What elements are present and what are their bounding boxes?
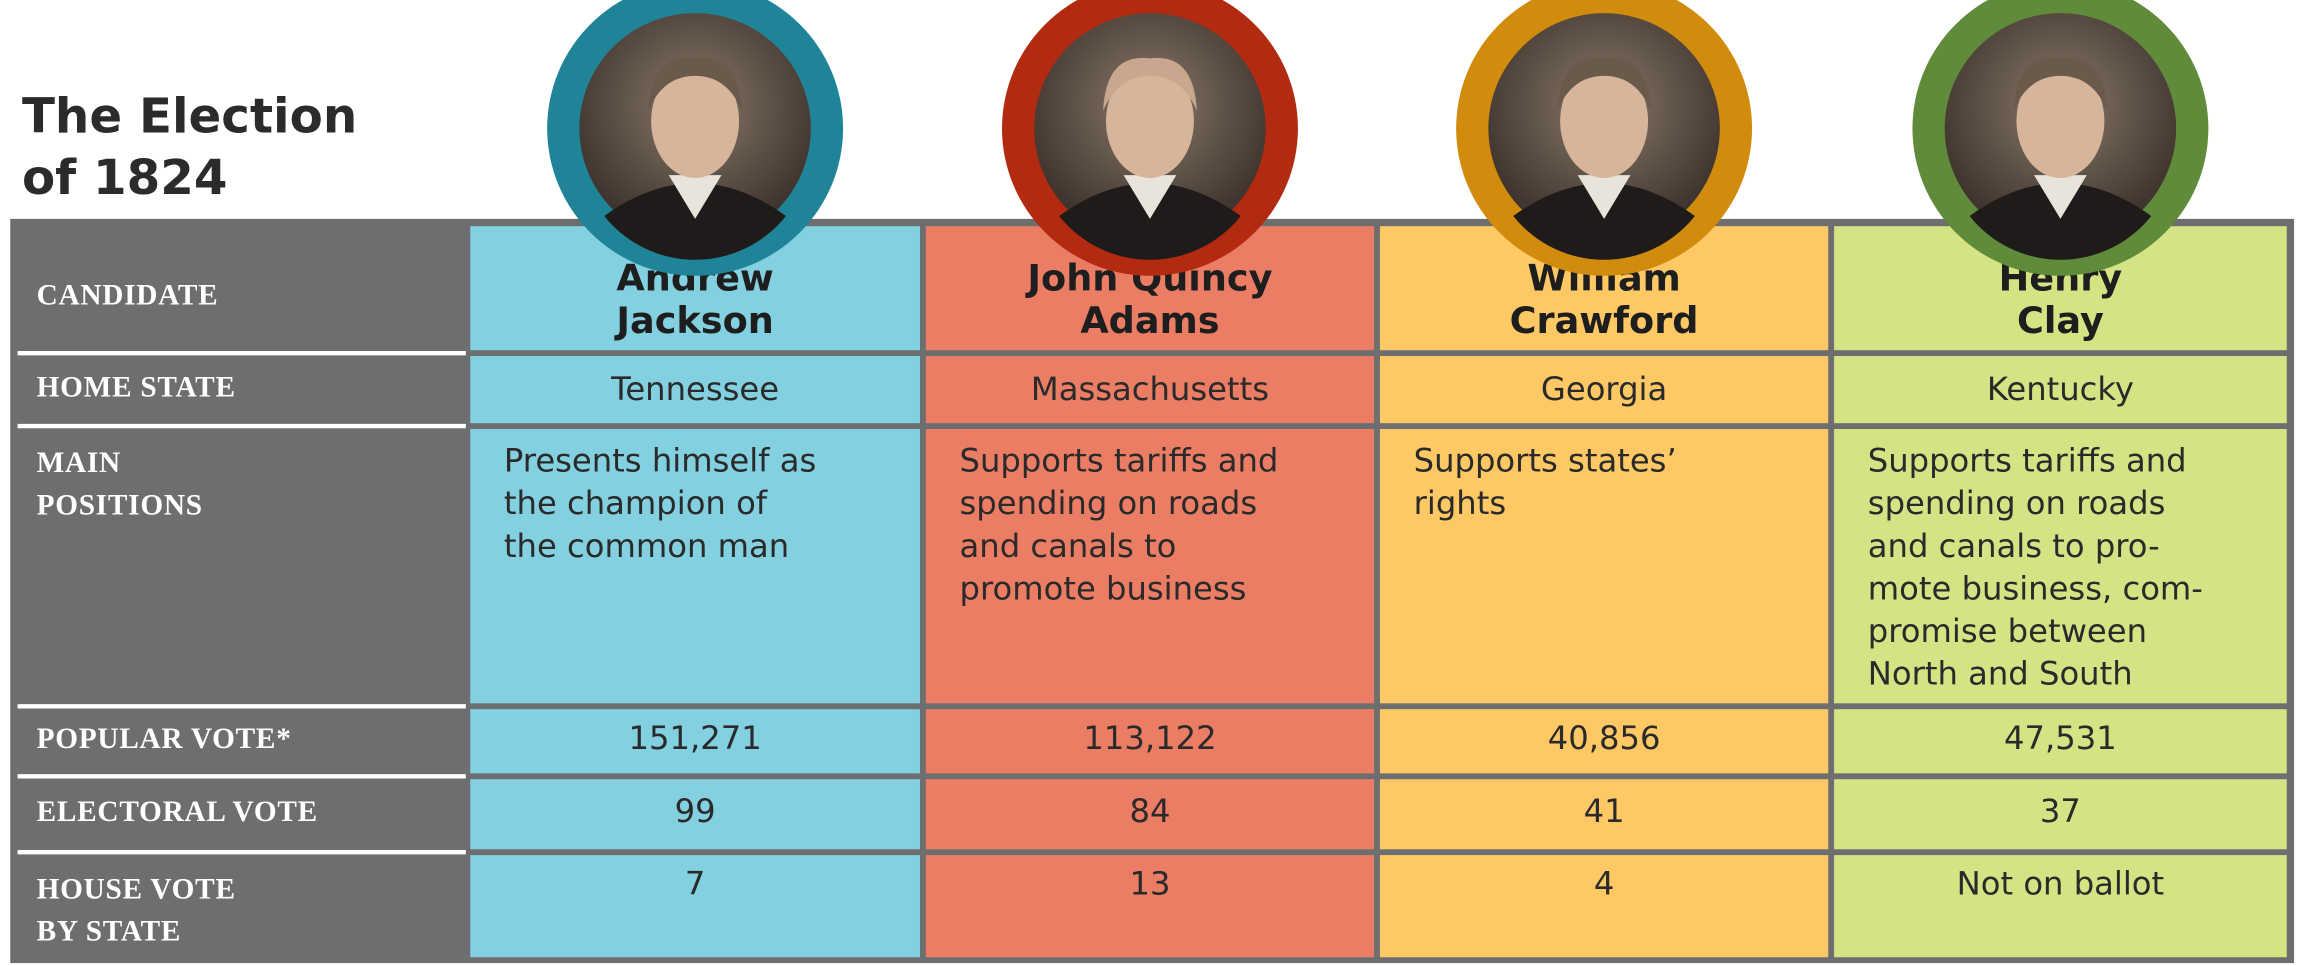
main-position: rights [1414,484,1506,522]
row-label: BY STATE [37,916,182,948]
page-title: of 1824 [22,150,228,206]
main-position: spending on roads [1868,484,2166,522]
main-position: and canals to pro- [1868,527,2160,565]
main-position: Supports tariffs and [960,442,1279,480]
candidate-name: Adams [1080,299,1219,342]
main-position: the champion of [504,484,768,522]
row-label: POPULAR VOTE* [37,723,292,755]
popular-vote: 40,856 [1548,719,1661,757]
page-title: The Election [22,89,357,145]
election-table: The Electionof 1824 CANDIDATE HOME STATE MA… [0,0,2297,966]
page: {"title": ["The Election", "of 1824"], "… [0,0,2297,966]
main-position: the common man [504,527,789,565]
candidate-name: Jackson [613,299,773,342]
popular-vote: 47,531 [2004,719,2117,757]
row-label: CANDIDATE [37,279,219,311]
main-position: North and South [1868,655,2133,693]
row-label: MAIN [37,447,121,479]
electoral-vote: 84 [1129,792,1170,830]
popular-vote: 113,122 [1083,719,1216,757]
electoral-vote: 37 [2040,792,2081,830]
house-vote: 13 [1129,865,1170,903]
house-vote: Not on ballot [1957,865,2165,903]
popular-vote: 151,271 [628,719,761,757]
main-position: Supports tariffs and [1868,442,2187,480]
home-state: Tennessee [610,370,779,408]
candidate-name: Crawford [1510,299,1699,342]
main-position: promise between [1868,612,2147,650]
electoral-vote: 99 [675,792,716,830]
home-state: Georgia [1541,370,1667,408]
house-vote: 7 [685,865,706,903]
home-state: Massachusetts [1031,370,1269,408]
home-state: Kentucky [1987,370,2134,408]
row-label: HOME STATE [37,371,236,403]
main-position: Supports states’ [1414,442,1677,480]
main-position: and canals to [960,527,1177,565]
house-vote: 4 [1594,865,1615,903]
candidate-name: Clay [2017,299,2104,342]
row-label: POSITIONS [37,490,203,522]
main-position: Presents himself as [504,442,816,480]
main-position: spending on roads [960,484,1258,522]
main-position: mote business, com- [1868,569,2203,607]
electoral-vote: 41 [1584,792,1625,830]
row-label: ELECTORAL VOTE [37,796,318,828]
main-position: promote business [960,569,1247,607]
row-label: HOUSE VOTE [37,873,236,905]
